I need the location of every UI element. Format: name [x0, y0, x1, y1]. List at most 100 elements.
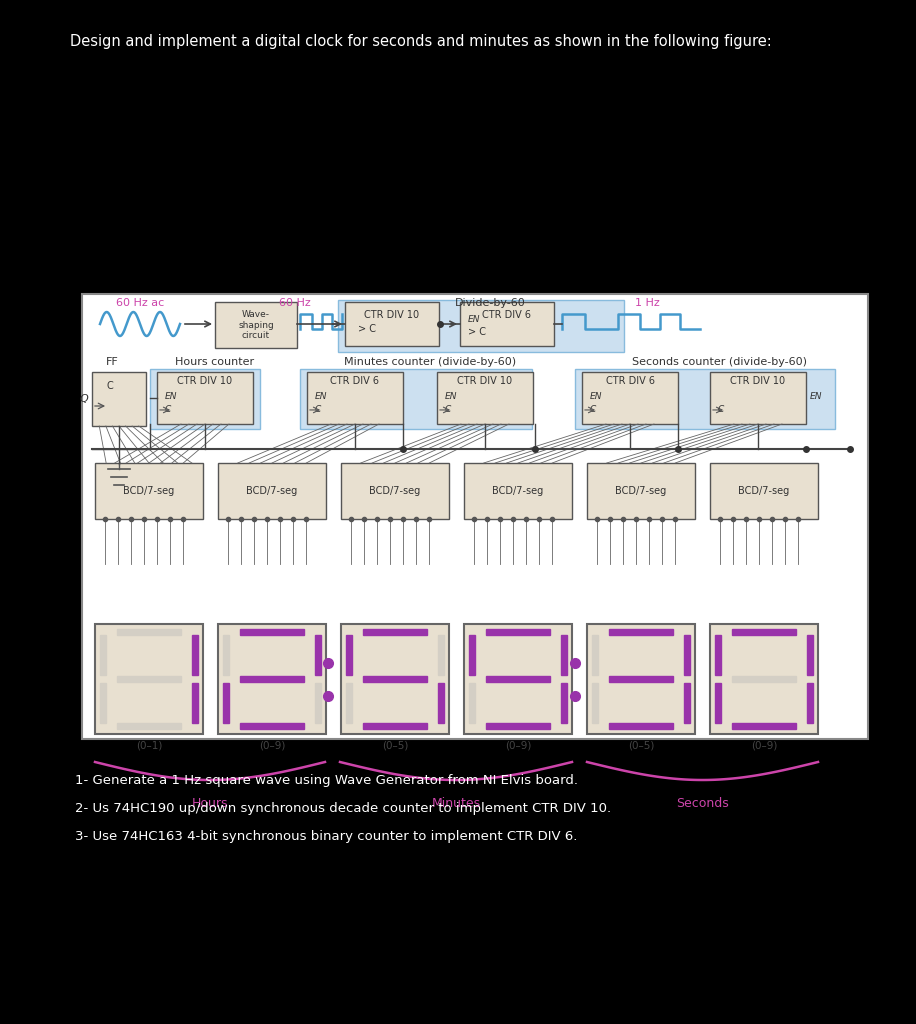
- Bar: [218, 624, 326, 734]
- Text: Hours counter: Hours counter: [176, 357, 255, 367]
- Bar: [485, 629, 551, 635]
- Text: Hours: Hours: [191, 797, 228, 810]
- Bar: [223, 635, 229, 675]
- Bar: [608, 723, 673, 729]
- Bar: [345, 302, 439, 346]
- Text: C: C: [718, 406, 725, 415]
- Text: EN: EN: [590, 392, 603, 401]
- Text: C: C: [315, 406, 322, 415]
- Text: BCD/7-seg: BCD/7-seg: [493, 486, 543, 496]
- Text: C: C: [165, 406, 171, 415]
- Text: 60 Hz: 60 Hz: [279, 298, 311, 308]
- Text: (0–5): (0–5): [382, 740, 409, 750]
- Bar: [437, 372, 533, 424]
- Bar: [300, 369, 532, 429]
- Bar: [561, 683, 567, 723]
- Bar: [469, 635, 475, 675]
- Bar: [608, 629, 673, 635]
- Bar: [240, 629, 304, 635]
- Bar: [240, 723, 304, 729]
- Text: (0–5): (0–5): [627, 740, 654, 750]
- Text: Seconds: Seconds: [676, 797, 729, 810]
- Bar: [116, 676, 181, 682]
- Bar: [710, 624, 818, 734]
- Bar: [684, 635, 690, 675]
- Text: BCD/7-seg: BCD/7-seg: [738, 486, 790, 496]
- Bar: [157, 372, 253, 424]
- Text: (0–9): (0–9): [751, 740, 777, 750]
- Bar: [807, 683, 813, 723]
- Bar: [363, 723, 428, 729]
- Text: FF: FF: [105, 357, 118, 367]
- Bar: [338, 300, 624, 352]
- Text: C: C: [445, 406, 452, 415]
- Bar: [587, 624, 695, 734]
- Bar: [315, 683, 321, 723]
- Bar: [587, 463, 695, 519]
- Bar: [807, 635, 813, 675]
- Text: BCD/7-seg: BCD/7-seg: [124, 486, 175, 496]
- Text: 2- Us 74HC190 up/down synchronous decade counter to implement CTR DIV 10.: 2- Us 74HC190 up/down synchronous decade…: [75, 802, 611, 815]
- Text: EN: EN: [315, 392, 328, 401]
- Bar: [464, 463, 572, 519]
- Bar: [732, 676, 796, 682]
- Text: CTR DIV 10: CTR DIV 10: [730, 376, 786, 386]
- Text: EN: EN: [468, 314, 481, 324]
- Text: EN: EN: [810, 392, 823, 401]
- Bar: [469, 683, 475, 723]
- Bar: [363, 676, 428, 682]
- Bar: [240, 676, 304, 682]
- Bar: [192, 635, 198, 675]
- Text: Seconds counter (divide-by-60): Seconds counter (divide-by-60): [633, 357, 808, 367]
- Bar: [218, 463, 326, 519]
- Bar: [192, 683, 198, 723]
- Bar: [582, 372, 678, 424]
- Text: BCD/7-seg: BCD/7-seg: [616, 486, 667, 496]
- Bar: [592, 635, 598, 675]
- Bar: [460, 302, 554, 346]
- Text: EN: EN: [445, 392, 457, 401]
- Bar: [710, 463, 818, 519]
- Text: Design and implement a digital clock for seconds and minutes as shown in the fol: Design and implement a digital clock for…: [70, 34, 772, 49]
- Bar: [95, 624, 203, 734]
- Text: (0–1): (0–1): [136, 740, 162, 750]
- Bar: [485, 723, 551, 729]
- Bar: [223, 683, 229, 723]
- Bar: [485, 676, 551, 682]
- Bar: [315, 635, 321, 675]
- Bar: [116, 723, 181, 729]
- Text: Minutes counter (divide-by-60): Minutes counter (divide-by-60): [344, 357, 516, 367]
- Bar: [684, 683, 690, 723]
- Bar: [710, 372, 806, 424]
- Text: BCD/7-seg: BCD/7-seg: [246, 486, 298, 496]
- Text: CTR DIV 10: CTR DIV 10: [178, 376, 233, 386]
- Text: CTR DIV 10: CTR DIV 10: [457, 376, 513, 386]
- Bar: [363, 629, 428, 635]
- Text: (0–9): (0–9): [505, 740, 531, 750]
- Bar: [438, 683, 444, 723]
- Text: CTR DIV 6: CTR DIV 6: [483, 310, 531, 319]
- Text: 3- Use 74HC163 4-bit synchronous binary counter to implement CTR DIV 6.: 3- Use 74HC163 4-bit synchronous binary …: [75, 830, 577, 843]
- Bar: [82, 294, 868, 739]
- Bar: [346, 635, 352, 675]
- Bar: [732, 629, 796, 635]
- Text: 1 Hz: 1 Hz: [635, 298, 660, 308]
- Bar: [341, 624, 449, 734]
- Bar: [464, 624, 572, 734]
- Text: CTR DIV 6: CTR DIV 6: [605, 376, 655, 386]
- Text: > C: > C: [358, 324, 376, 334]
- Text: 60 Hz ac: 60 Hz ac: [116, 298, 164, 308]
- Bar: [92, 372, 146, 426]
- Bar: [715, 635, 721, 675]
- Bar: [608, 676, 673, 682]
- Bar: [95, 463, 203, 519]
- Text: C: C: [590, 406, 596, 415]
- Text: Divide-by-60: Divide-by-60: [454, 298, 526, 308]
- Text: BCD/7-seg: BCD/7-seg: [369, 486, 420, 496]
- Bar: [575, 369, 835, 429]
- Bar: [150, 369, 260, 429]
- Bar: [307, 372, 403, 424]
- Bar: [341, 463, 449, 519]
- Text: Wave-
shaping
circuit: Wave- shaping circuit: [238, 310, 274, 340]
- Bar: [100, 635, 106, 675]
